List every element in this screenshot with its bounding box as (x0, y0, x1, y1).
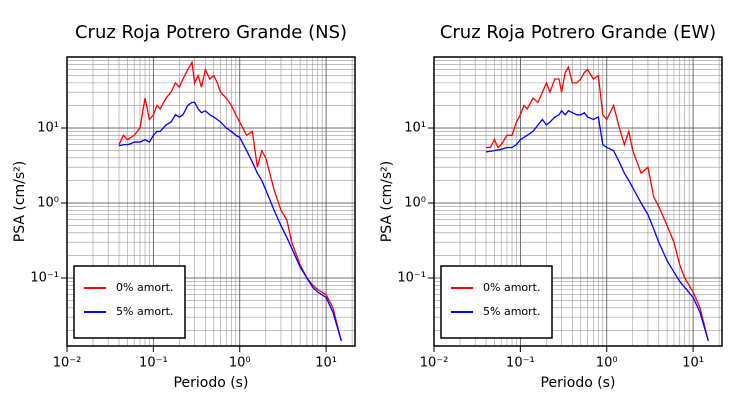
x-tick-label: 10⁰ (596, 356, 618, 371)
legend-label: 5% amort. (483, 305, 540, 318)
y-tick-label: 10¹ (404, 121, 426, 136)
y-axis-label: PSA (cm/s²) (12, 161, 28, 243)
y-tick-label: 10⁰ (37, 196, 59, 211)
x-tick-label: 10⁰ (229, 356, 251, 371)
chart-title: Cruz Roja Potrero Grande (EW) (440, 22, 716, 43)
y-tick-label: 10⁻¹ (397, 271, 426, 286)
plot-frame (66, 56, 356, 347)
y-axis-label: PSA (cm/s²) (379, 161, 395, 243)
x-axis-label: Periodo (s) (174, 375, 249, 391)
y-tick-label: 10¹ (37, 121, 59, 136)
x-tick-label: 10¹ (682, 356, 704, 371)
series-line (485, 109, 709, 342)
legend-label: 5% amort. (116, 305, 173, 318)
legend-box (73, 265, 186, 339)
x-tick-label: 10⁻¹ (506, 356, 535, 371)
x-tick-label: 10⁻² (420, 356, 449, 371)
y-tick-label: 10⁻¹ (30, 271, 59, 286)
series-line (118, 101, 342, 342)
legend-label: 0% amort. (116, 281, 173, 294)
x-tick-label: 10⁻¹ (139, 356, 168, 371)
plot-frame (433, 56, 723, 347)
series-line (486, 65, 709, 342)
x-tick-label: 10⁻² (53, 356, 82, 371)
x-axis-label: Periodo (s) (541, 375, 616, 391)
legend-label: 0% amort. (483, 281, 540, 294)
series-line (118, 60, 342, 342)
chart-title: Cruz Roja Potrero Grande (NS) (75, 22, 347, 43)
legend-box (440, 265, 553, 339)
y-tick-label: 10⁰ (404, 196, 426, 211)
x-tick-label: 10¹ (315, 356, 337, 371)
